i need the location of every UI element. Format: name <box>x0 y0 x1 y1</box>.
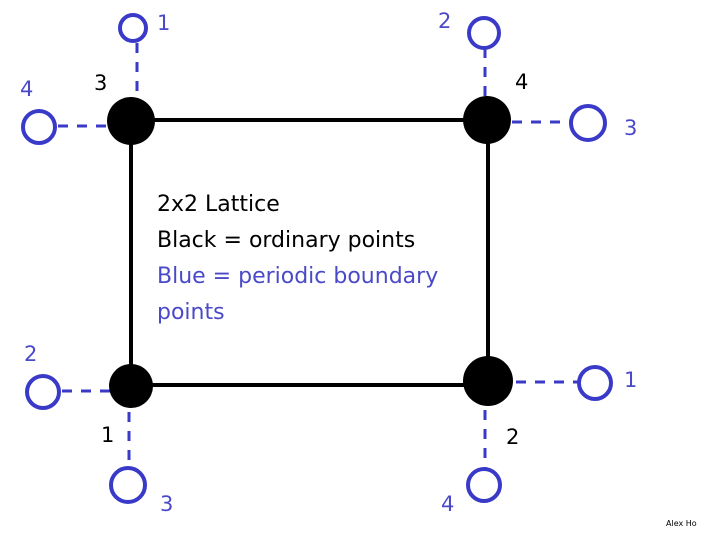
boundary-label-bottom-right-down: 4 <box>441 492 454 516</box>
boundary-label-top-left-left: 4 <box>20 77 33 101</box>
boundary-point-top-left-left <box>21 109 57 145</box>
author-credit: Alex Ho <box>666 519 697 528</box>
caption-ordinary-legend: Black = ordinary points <box>157 228 415 253</box>
boundary-label-bottom-left-down: 3 <box>160 492 173 516</box>
boundary-point-bottom-left-left <box>25 374 61 410</box>
ordinary-point-bottom-left <box>109 364 153 408</box>
boundary-label-top-left-up: 1 <box>157 11 170 35</box>
boundary-point-bottom-right-right <box>577 365 613 401</box>
boundary-label-top-right-right: 3 <box>624 116 637 140</box>
boundary-point-top-right-right <box>569 104 607 142</box>
ordinary-point-top-left <box>107 97 155 145</box>
ordinary-label-bottom-left: 1 <box>101 423 114 447</box>
boundary-point-bottom-right-down <box>466 467 502 503</box>
boundary-point-top-right-up <box>467 16 501 50</box>
caption-title: 2x2 Lattice <box>157 192 280 217</box>
boundary-label-bottom-left-left: 2 <box>24 342 37 366</box>
ordinary-point-bottom-right <box>463 356 513 406</box>
caption-boundary-legend-cont: points <box>157 300 225 325</box>
ordinary-label-top-left: 3 <box>94 71 107 95</box>
ordinary-label-top-right: 4 <box>515 70 528 94</box>
boundary-label-bottom-right-right: 1 <box>624 368 637 392</box>
ordinary-label-bottom-right: 2 <box>506 425 519 449</box>
caption-boundary-legend: Blue = periodic boundary <box>157 264 438 289</box>
boundary-point-bottom-left-down <box>109 466 147 504</box>
boundary-label-top-right-up: 2 <box>438 9 451 33</box>
boundary-point-top-left-up <box>118 13 148 43</box>
ordinary-point-top-right <box>463 96 511 144</box>
